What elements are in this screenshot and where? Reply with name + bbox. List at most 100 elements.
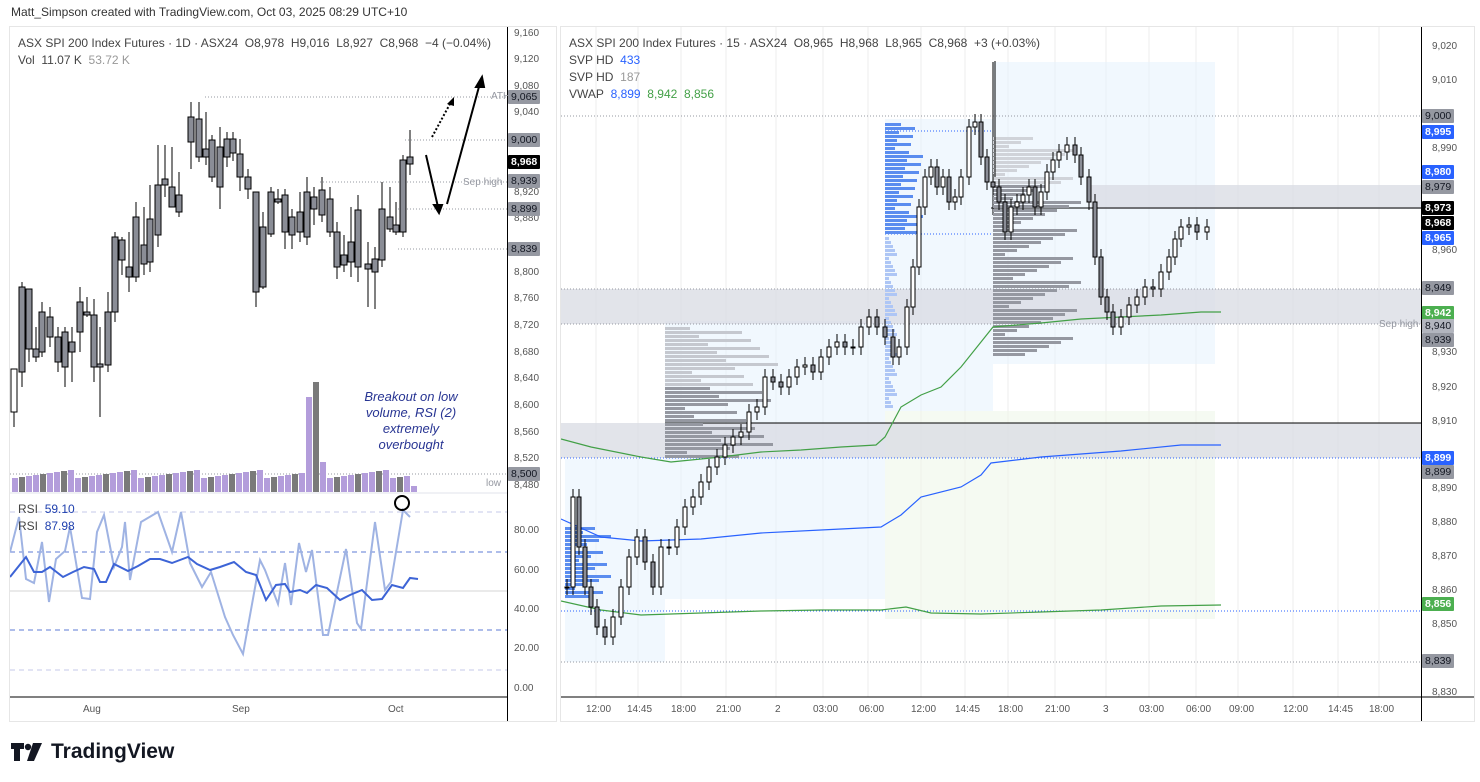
vwap-price-label: 8,899 xyxy=(1422,451,1455,465)
price-tick: 8,890 xyxy=(1432,483,1458,494)
ath-price-label: 9,065 xyxy=(508,90,541,104)
level-price-label: 8,839 xyxy=(508,242,541,256)
sep-high-price-label: 8,940 xyxy=(1422,319,1455,333)
time-tick: 12:00 xyxy=(911,704,937,715)
svp1-label: SVP HD xyxy=(569,53,614,67)
tradingview-logo[interactable]: TradingView xyxy=(11,740,174,764)
sep-high-label: Sep high xyxy=(1379,319,1419,330)
time-tick: 06:00 xyxy=(1186,704,1212,715)
level-price-label: 8,899 xyxy=(508,202,541,216)
rsi-tick: 0.00 xyxy=(514,683,534,694)
vwap-lower-price-label: 8,856 xyxy=(1422,597,1455,611)
rsi-tick: 20.00 xyxy=(514,643,540,654)
intraday-change: +3 (+0.03%) xyxy=(973,36,1041,50)
low-label: low xyxy=(486,478,502,489)
low-price-label: 8,500 xyxy=(508,467,541,481)
rsi2-label: RSI xyxy=(18,519,39,533)
price-tick: 8,870 xyxy=(1432,551,1458,562)
svp1-value: 433 xyxy=(620,53,641,67)
vwap-lower-value: 8,856 xyxy=(683,87,715,101)
volume-ma-value: 53.72 K xyxy=(88,53,130,67)
breakout-annotation: Breakout on low volume, RSI (2) extremel… xyxy=(364,389,458,452)
time-tick: Oct xyxy=(388,704,404,715)
time-tick: 14:45 xyxy=(627,704,653,715)
intraday-price-axis[interactable] xyxy=(1421,27,1422,721)
level-price-label: 8,939 xyxy=(1422,333,1455,347)
daily-price-axis[interactable] xyxy=(507,27,508,721)
price-tick: 8,920 xyxy=(1432,382,1458,393)
intraday-low: L8,965 xyxy=(885,36,922,50)
svp2-value: 187 xyxy=(620,70,641,84)
price-tick: 8,880 xyxy=(514,213,540,224)
price-tick: 8,640 xyxy=(514,373,540,384)
level-price-label: 9,000 xyxy=(1422,109,1455,123)
level-price-label: 8,949 xyxy=(1422,281,1455,295)
daily-open: O8,978 xyxy=(244,36,285,50)
sep-high-label: Sep high xyxy=(463,177,503,188)
price-tick: 9,020 xyxy=(1432,41,1458,52)
price-tick: 8,910 xyxy=(1432,416,1458,427)
intraday-legend: ASX SPI 200 Index Futures · 15 · ASX24 O… xyxy=(569,35,1040,103)
intraday-chart-canvas[interactable] xyxy=(561,27,1474,721)
price-tick: 8,800 xyxy=(514,267,540,278)
ath-label: ATH xyxy=(491,91,511,102)
time-tick: 14:45 xyxy=(955,704,981,715)
price-tick: 9,160 xyxy=(514,28,540,39)
time-tick: Aug xyxy=(83,704,101,715)
brand-name: TradingView xyxy=(51,740,175,763)
price-tick: 8,680 xyxy=(514,347,540,358)
time-tick: Sep xyxy=(232,704,250,715)
price-tick: 8,960 xyxy=(1432,245,1458,256)
level-price-label: 8,979 xyxy=(1422,180,1455,194)
intraday-open: O8,965 xyxy=(793,36,834,50)
price-tick: 8,850 xyxy=(1432,619,1458,630)
daily-high: H9,016 xyxy=(290,36,330,50)
volume-value: 11.07 K xyxy=(41,53,82,67)
tradingview-logo-icon xyxy=(11,743,42,761)
time-tick: 14:45 xyxy=(1328,704,1354,715)
daily-close: C8,968 xyxy=(379,36,419,50)
time-tick: 3 xyxy=(1103,704,1109,715)
level-price-label: 8,839 xyxy=(1422,654,1455,668)
profile-high-price-label: 8,995 xyxy=(1422,125,1455,139)
time-tick: 2 xyxy=(775,704,781,715)
vwap-upper-value: 8,942 xyxy=(647,87,678,101)
time-tick: 03:00 xyxy=(813,704,839,715)
daily-change: −4 (−0.04%) xyxy=(424,36,492,50)
daily-low: L8,927 xyxy=(336,36,373,50)
time-tick: 03:00 xyxy=(1139,704,1165,715)
daily-chart-panel[interactable]: ASX SPI 200 Index Futures · 1D · ASX24 O… xyxy=(9,26,557,722)
last-price-label: 8,968 xyxy=(1422,216,1455,230)
daily-legend: ASX SPI 200 Index Futures · 1D · ASX24 O… xyxy=(18,35,491,69)
time-tick: 12:00 xyxy=(586,704,612,715)
rsi-tick: 60.00 xyxy=(514,565,540,576)
time-tick: 21:00 xyxy=(1045,704,1071,715)
price-tick: 8,480 xyxy=(514,480,540,491)
price-tick: 9,010 xyxy=(1432,75,1458,86)
level-price-label: 8,973 xyxy=(1422,201,1455,215)
time-tick: 12:00 xyxy=(1283,704,1309,715)
level-price-label: 8,899 xyxy=(1422,465,1455,479)
price-tick: 8,600 xyxy=(514,400,540,411)
level-price-label: 9,000 xyxy=(508,133,541,147)
last-price-label: 8,968 xyxy=(508,155,541,169)
vwap-value: 8,899 xyxy=(610,87,641,101)
daily-chart-canvas[interactable] xyxy=(10,27,556,721)
sep-high-price-label: 8,939 xyxy=(508,174,541,188)
chart-credit: Matt_Simpson created with TradingView.co… xyxy=(11,5,408,19)
price-tick: 8,880 xyxy=(1432,517,1458,528)
vwap-label: VWAP xyxy=(569,87,604,101)
price-tick: 8,520 xyxy=(514,453,540,464)
intraday-high: H8,968 xyxy=(839,36,879,50)
vwap-upper-price-label: 8,942 xyxy=(1422,306,1455,320)
rsi14-label: RSI xyxy=(18,502,39,516)
rsi14-value: 59.10 xyxy=(44,502,75,516)
daily-symbol: ASX SPI 200 Index Futures · 1D · ASX24 xyxy=(18,36,239,50)
profile-low-price-label: 8,965 xyxy=(1422,231,1455,245)
intraday-chart-panel[interactable]: ASX SPI 200 Index Futures · 15 · ASX24 O… xyxy=(560,26,1475,722)
volume-label: Vol xyxy=(18,53,35,67)
time-tick: 09:00 xyxy=(1229,704,1255,715)
price-tick: 9,120 xyxy=(514,54,540,65)
price-tick: 8,860 xyxy=(1432,585,1458,596)
rsi-legend: RSI 59.10 RSI 87.98 xyxy=(18,501,75,535)
